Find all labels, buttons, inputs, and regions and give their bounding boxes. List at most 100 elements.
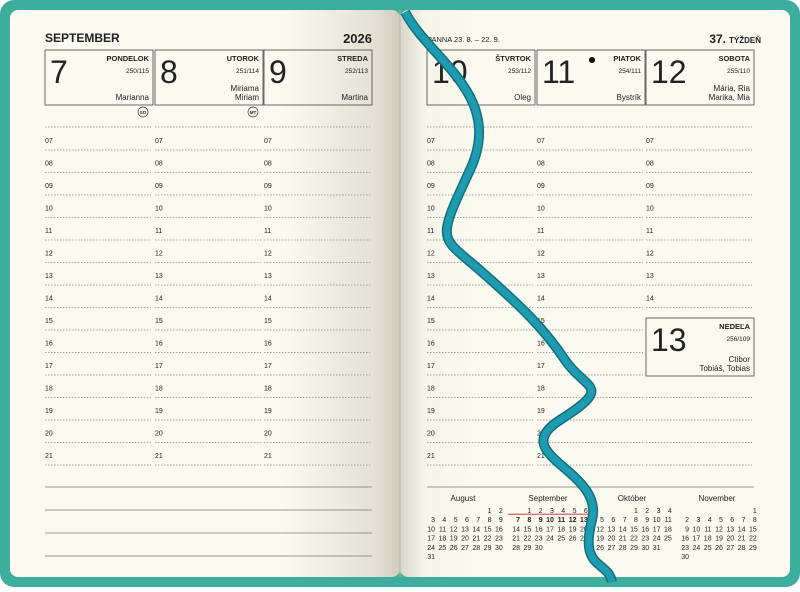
calendar-month: November bbox=[699, 494, 736, 503]
hour-label: 14 bbox=[155, 296, 163, 303]
calendar-day: 13 bbox=[461, 526, 469, 533]
calendar-day: 17 bbox=[693, 536, 701, 543]
calendar-day: 21 bbox=[472, 536, 480, 543]
day-number: 12 bbox=[651, 54, 687, 90]
calendar-day: 14 bbox=[619, 526, 627, 533]
hour-label: 17 bbox=[264, 363, 272, 370]
calendar-day: 12 bbox=[450, 526, 458, 533]
calendar-day: 21 bbox=[738, 536, 746, 543]
calendar-day: 11 bbox=[439, 526, 446, 533]
week-number: 37. bbox=[709, 32, 726, 46]
calendar-day: 11 bbox=[704, 526, 711, 533]
calendar-day: 9 bbox=[685, 526, 689, 533]
calendar-day: 20 bbox=[726, 536, 734, 543]
hour-label: 10 bbox=[427, 206, 435, 213]
weekday: SOBOTA bbox=[718, 54, 750, 63]
month-title: SEPTEMBER bbox=[45, 31, 120, 45]
calendar-day: 18 bbox=[557, 526, 565, 533]
zodiac: PANNA bbox=[427, 35, 452, 44]
badge-circle bbox=[247, 106, 259, 118]
day-of-year: 253/112 bbox=[508, 68, 531, 75]
hour-label: 08 bbox=[264, 161, 272, 168]
calendar-day: 18 bbox=[704, 536, 712, 543]
calendar-day: 12 bbox=[715, 526, 723, 533]
hour-label: 12 bbox=[427, 251, 435, 258]
calendar-day: 17 bbox=[653, 526, 661, 533]
calendar-day: 25 bbox=[557, 536, 565, 543]
moon-phase bbox=[589, 57, 595, 63]
calendar-month: August bbox=[451, 494, 477, 503]
calendar-day: 4 bbox=[442, 517, 446, 524]
calendar-day: 13 bbox=[580, 517, 588, 524]
calendar-day: 9 bbox=[539, 517, 543, 524]
hour-label: 20 bbox=[155, 431, 163, 438]
weekday: ŠTVRTOK bbox=[495, 54, 531, 63]
hour-label: 18 bbox=[45, 386, 53, 393]
calendar-day: 28 bbox=[512, 545, 520, 552]
calendar-day: 9 bbox=[499, 517, 503, 524]
calendar-day: 11 bbox=[665, 517, 672, 524]
hour-label: 07 bbox=[264, 138, 272, 145]
hour-label: 12 bbox=[537, 251, 545, 258]
calendar-day: 3 bbox=[657, 508, 661, 515]
calendar-day: 23 bbox=[681, 545, 689, 552]
hour-label: 14 bbox=[45, 296, 53, 303]
hour-label: 19 bbox=[45, 408, 53, 415]
calendar-day: 21 bbox=[619, 536, 627, 543]
hour-label: 18 bbox=[155, 386, 163, 393]
calendar-day: 5 bbox=[573, 508, 577, 515]
calendar-day: 15 bbox=[630, 526, 638, 533]
hour-label: 21 bbox=[537, 453, 545, 460]
name-day: Marika, Mia bbox=[709, 93, 751, 102]
calendar-day: 26 bbox=[715, 545, 723, 552]
calendar-day: 5 bbox=[454, 517, 458, 524]
name-day: Marianna bbox=[116, 93, 150, 102]
hour-label: 18 bbox=[427, 386, 435, 393]
calendar-day: 22 bbox=[484, 536, 492, 543]
calendar-day: 27 bbox=[726, 545, 734, 552]
day-number: 9 bbox=[269, 54, 287, 90]
hour-label: 14 bbox=[646, 296, 654, 303]
hour-label: 09 bbox=[427, 183, 435, 190]
calendar-day: 24 bbox=[546, 536, 554, 543]
calendar-day: 6 bbox=[611, 517, 615, 524]
hour-label: 11 bbox=[537, 228, 544, 235]
hour-label: 12 bbox=[264, 251, 272, 258]
calendar-day: 30 bbox=[495, 545, 503, 552]
calendar-day: 2 bbox=[499, 508, 503, 515]
day-of-year: 251/114 bbox=[236, 68, 259, 75]
calendar-day: 30 bbox=[535, 545, 543, 552]
calendar-day: 23 bbox=[495, 536, 503, 543]
hour-label: 11 bbox=[45, 228, 52, 235]
calendar-day: 3 bbox=[696, 517, 700, 524]
hour-label: 09 bbox=[646, 183, 654, 190]
hour-label: 20 bbox=[45, 431, 53, 438]
name-day: Oleg bbox=[514, 93, 531, 102]
calendar-day: 24 bbox=[653, 536, 661, 543]
weekday: PONDELOK bbox=[106, 54, 149, 63]
hour-label: 09 bbox=[45, 183, 53, 190]
badge-circle bbox=[137, 106, 149, 118]
calendar-day: 4 bbox=[708, 517, 712, 524]
hour-label: 11 bbox=[427, 228, 434, 235]
calendar-day: 14 bbox=[738, 526, 746, 533]
calendar-day: 17 bbox=[427, 536, 435, 543]
hour-label: 14 bbox=[537, 296, 545, 303]
calendar-day: 20 bbox=[580, 526, 588, 533]
day-of-year: 255/110 bbox=[727, 68, 750, 75]
name-day: Miriama bbox=[231, 84, 260, 93]
hour-label: 12 bbox=[155, 251, 163, 258]
hour-label: 07 bbox=[427, 138, 435, 145]
calendar-day: 16 bbox=[535, 526, 543, 533]
hour-label: 16 bbox=[264, 341, 272, 348]
hour-label: 07 bbox=[155, 138, 163, 145]
calendar-month: Október bbox=[618, 494, 647, 503]
name-day: Mária, Ria bbox=[714, 84, 751, 93]
calendar-day: 7 bbox=[742, 517, 746, 524]
calendar-day: 31 bbox=[653, 545, 661, 552]
hour-label: 14 bbox=[264, 296, 272, 303]
calendar-day: 24 bbox=[427, 545, 435, 552]
calendar-month: September bbox=[528, 494, 567, 503]
hour-label: 08 bbox=[427, 161, 435, 168]
hour-label: 15 bbox=[45, 318, 53, 325]
